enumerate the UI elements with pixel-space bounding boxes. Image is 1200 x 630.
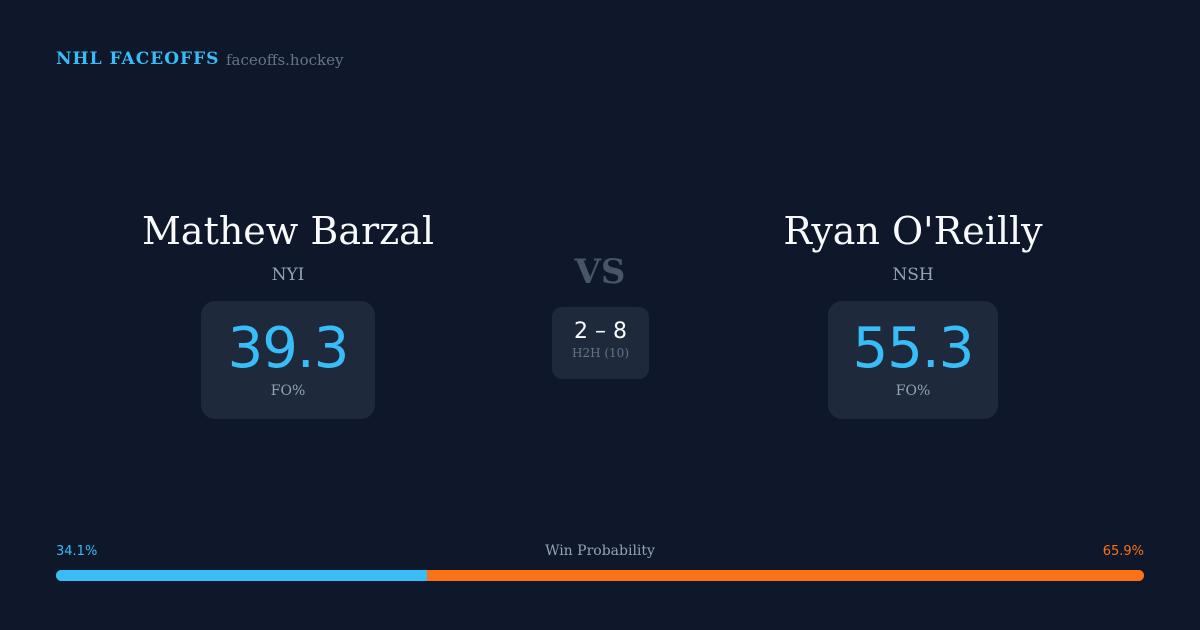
right-fo-box: 55.3 FO% — [828, 301, 998, 419]
win-prob-bar-left — [56, 570, 427, 581]
vs-label: VS — [574, 252, 626, 292]
left-win-prob: 34.1% — [56, 544, 98, 559]
h2h-label: H2H (10) — [571, 346, 629, 360]
right-player-team: NSH — [892, 265, 934, 285]
h2h-box: 2 – 8 H2H (10) — [552, 307, 649, 379]
left-player-team: NYI — [271, 265, 305, 285]
left-fo-label: FO% — [270, 383, 306, 399]
left-player-name: Mathew Barzal — [142, 209, 434, 253]
left-fo-value: 39.3 — [227, 316, 350, 381]
win-prob-bar — [56, 570, 1144, 581]
right-win-prob: 65.9% — [1102, 544, 1144, 559]
left-fo-box: 39.3 FO% — [201, 301, 375, 419]
right-player-card: Ryan O'Reilly NSH 55.3 FO% — [683, 205, 1143, 419]
brand-title: NHL FACEOFFS — [56, 49, 220, 69]
right-player-name: Ryan O'Reilly — [783, 209, 1043, 253]
right-fo-label: FO% — [895, 383, 931, 399]
left-player-card: Mathew Barzal NYI 39.3 FO% — [58, 205, 518, 419]
win-prob-bar-right — [427, 570, 1144, 581]
right-fo-value: 55.3 — [852, 316, 975, 381]
h2h-score: 2 – 8 — [574, 319, 627, 344]
site-url: faceoffs.hockey — [226, 51, 344, 69]
win-prob-title: Win Probability — [545, 543, 655, 559]
